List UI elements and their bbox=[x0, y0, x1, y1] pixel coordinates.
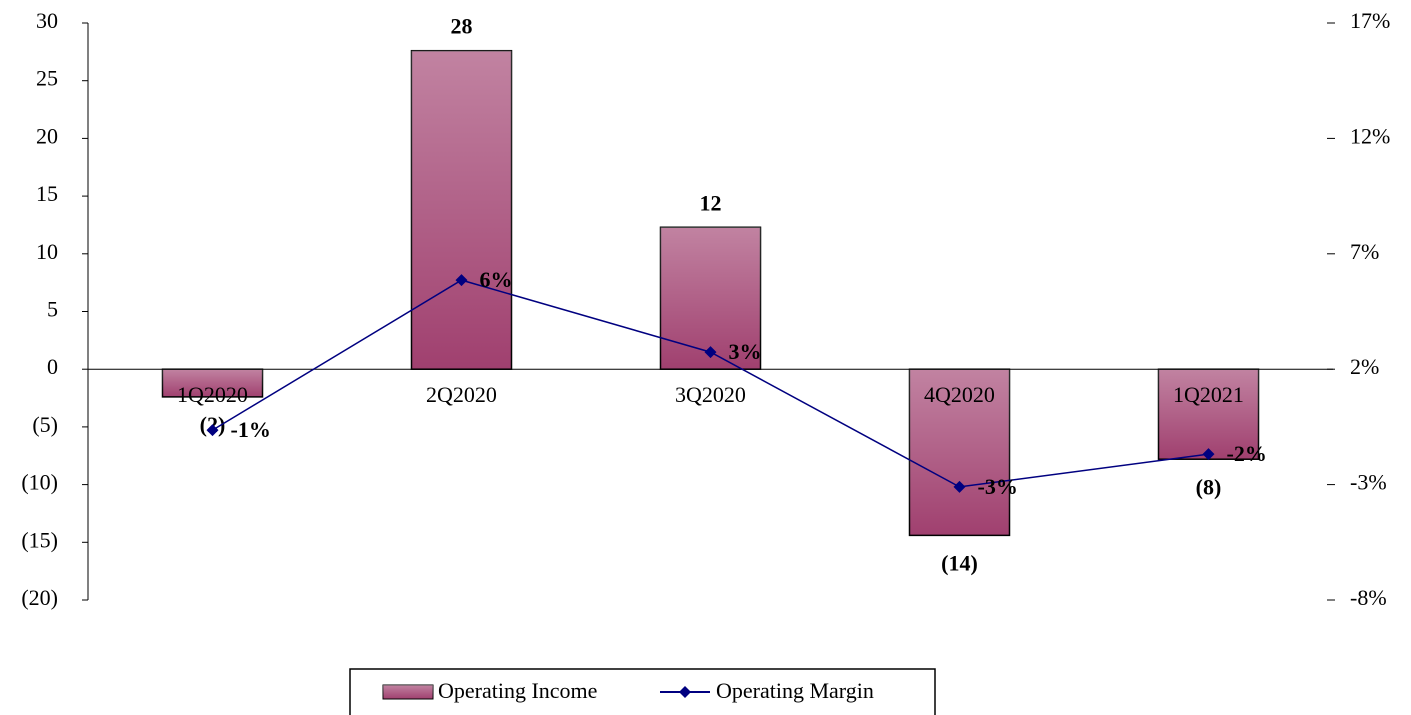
line-marker bbox=[206, 424, 219, 437]
y2-tick-label: -8% bbox=[1350, 585, 1387, 610]
bar-value-label: 28 bbox=[451, 14, 473, 39]
bar-shade bbox=[660, 227, 761, 370]
y-tick-label: 25 bbox=[36, 66, 58, 91]
x-tick-label: 2Q2020 bbox=[426, 382, 497, 407]
y-tick-label: (5) bbox=[32, 412, 58, 437]
y-tick-label: (10) bbox=[21, 470, 58, 495]
line-value-label: -2% bbox=[1227, 441, 1267, 466]
line-value-label: 3% bbox=[729, 339, 762, 364]
line-value-label: -1% bbox=[231, 417, 271, 442]
line-marker bbox=[704, 346, 717, 359]
legend-label: Operating Margin bbox=[716, 678, 874, 703]
bar-value-label: 12 bbox=[700, 190, 722, 215]
y2-tick-label: 2% bbox=[1350, 354, 1379, 379]
line-marker bbox=[1202, 448, 1215, 461]
line-marker bbox=[455, 274, 468, 287]
y-tick-label: 20 bbox=[36, 123, 58, 148]
line-value-label: 6% bbox=[480, 267, 513, 292]
bar-shade bbox=[411, 50, 512, 370]
y2-tick-label: 12% bbox=[1350, 123, 1390, 148]
bar-shade bbox=[1158, 369, 1259, 460]
legend: Operating Income Operating Margin bbox=[349, 668, 936, 715]
bar-value-label: (14) bbox=[941, 550, 978, 575]
bar-shade bbox=[909, 369, 1010, 536]
bar-shade bbox=[162, 369, 263, 397]
legend-box bbox=[349, 668, 936, 715]
y2-tick-label: 7% bbox=[1350, 239, 1379, 264]
y-tick-label: (20) bbox=[21, 585, 58, 610]
y-tick-label: 0 bbox=[47, 354, 58, 379]
legend-marker bbox=[679, 686, 691, 698]
line-marker bbox=[953, 480, 966, 493]
legend-label: Operating Income bbox=[438, 678, 597, 703]
y-tick-label: 30 bbox=[36, 8, 58, 33]
y-tick-label: (15) bbox=[21, 527, 58, 552]
line-value-label: -3% bbox=[978, 474, 1018, 499]
y2-tick-label: -3% bbox=[1350, 470, 1387, 495]
x-tick-label: 3Q2020 bbox=[675, 382, 746, 407]
legend-swatch-shade bbox=[383, 685, 433, 699]
y-tick-label: 10 bbox=[36, 239, 58, 264]
x-tick-label: 1Q2020 bbox=[177, 382, 248, 407]
x-tick-label: 1Q2021 bbox=[1173, 382, 1244, 407]
x-tick-label: 4Q2020 bbox=[924, 382, 995, 407]
y2-tick-label: 17% bbox=[1350, 8, 1390, 33]
y-tick-label: 5 bbox=[47, 297, 58, 322]
y-tick-label: 15 bbox=[36, 181, 58, 206]
bar-value-label: (8) bbox=[1196, 474, 1222, 499]
